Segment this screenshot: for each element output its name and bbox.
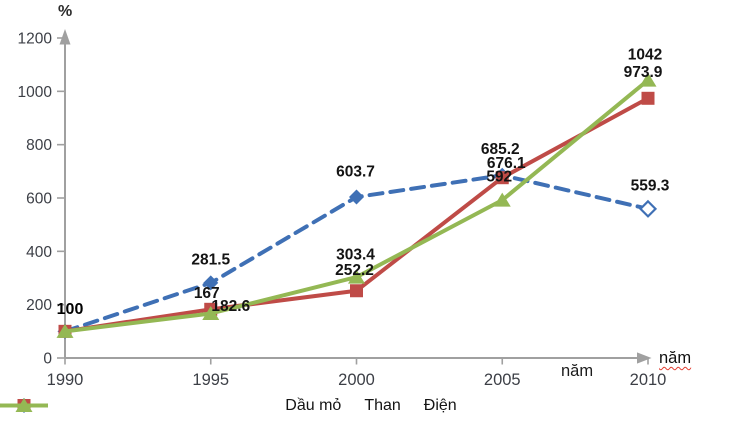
data-label-dien: 167 [194, 285, 220, 302]
series-than [58, 91, 655, 338]
data-label-dien: 303.4 [336, 247, 375, 264]
data-point-marker-triangle [639, 72, 657, 87]
data-point-marker-diamond [638, 199, 658, 218]
data-label-dau-mo: 281.5 [191, 251, 230, 268]
y-tick-label: 1000 [18, 84, 53, 101]
y-axis-unit-label: % [58, 3, 73, 20]
data-point-marker-triangle [202, 305, 220, 320]
x-tick-label: 1990 [47, 371, 84, 389]
y-tick-label: 200 [26, 297, 52, 314]
legend-label-than: Than [364, 397, 401, 414]
data-label-than: 676.1 [487, 155, 526, 172]
legend-item-dau-mo: Dầu mỏ [0, 397, 342, 415]
data-label-dau-mo: 559.3 [631, 177, 670, 194]
y-axis-arrow-icon [59, 29, 71, 45]
data-point-marker-square [641, 91, 655, 105]
legend-swatch-dien [0, 398, 48, 412]
y-tick-label: 800 [26, 137, 52, 154]
legend-label-dau-mo: Dầu mỏ [285, 397, 342, 414]
data-label-dien: 1042 [628, 47, 662, 64]
data-label-dau-mo: 100 [57, 301, 84, 318]
x-tick-label: 2010 [630, 371, 667, 389]
legend-item-dien: Điện [0, 397, 457, 415]
data-point-marker-triangle [15, 398, 33, 412]
data-point-marker-diamond [349, 189, 364, 205]
data-label-than: 973.9 [624, 64, 663, 81]
y-tick-label: 1200 [18, 31, 53, 48]
y-tick-label: 0 [43, 351, 52, 368]
data-label-dien: 592 [486, 169, 512, 186]
data-point-marker-square [350, 284, 363, 298]
data-point-marker-triangle [348, 269, 365, 284]
x-tick-label: 2005 [484, 371, 521, 389]
y-tick-label: 400 [26, 244, 52, 261]
x-tick-label: 2000 [338, 371, 375, 389]
x-tick-label: 1995 [192, 371, 229, 389]
data-point-marker-triangle [493, 192, 511, 207]
x-axis-arrow-icon [637, 352, 652, 364]
legend-label-dien: Điện [423, 397, 457, 414]
data-label-dau-mo: 685.2 [481, 141, 520, 158]
legend-item-than: Than [0, 397, 401, 415]
x-axis-label-nam-spellcheck: năm [659, 349, 692, 367]
data-point-marker-square [495, 171, 509, 185]
x-axis-label-nam: năm [561, 362, 594, 380]
data-label-than: 252.2 [335, 262, 374, 279]
series-dien [56, 72, 657, 338]
data-point-marker-diamond [203, 275, 219, 291]
data-label-than: 182.6 [211, 298, 250, 315]
data-point-marker-triangle [56, 323, 74, 338]
data-label-dau-mo: 603.7 [336, 164, 375, 181]
y-tick-label: 600 [26, 191, 52, 208]
legend: Dầu mỏ Than Điện [0, 397, 737, 415]
